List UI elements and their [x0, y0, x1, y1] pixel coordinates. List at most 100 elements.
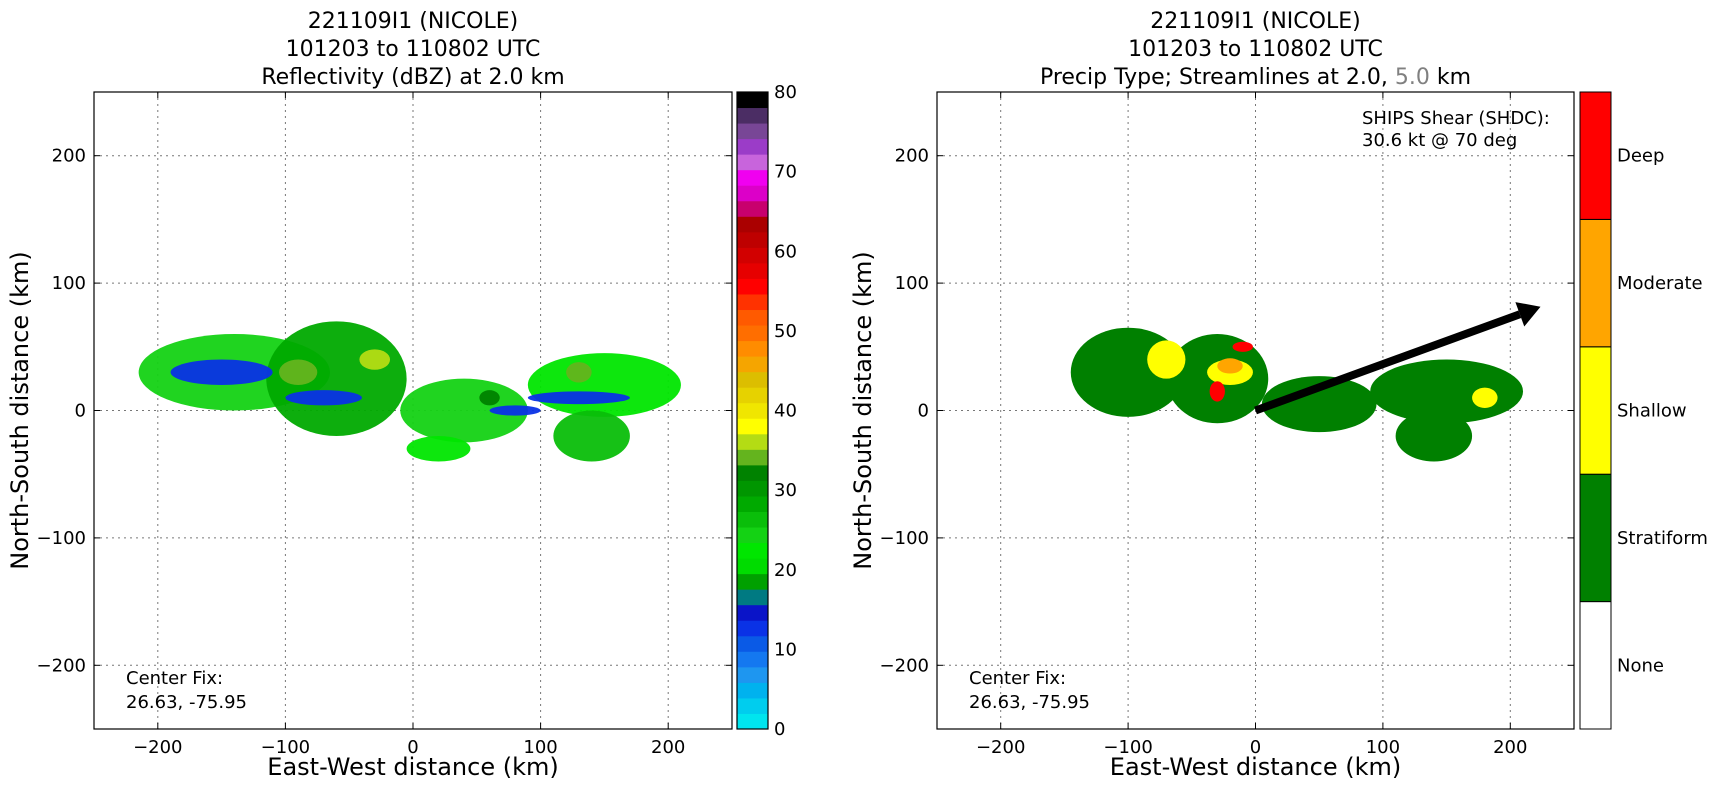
- precip-region: [1261, 376, 1377, 433]
- colorbar-tick-label: 0: [774, 719, 785, 740]
- chart-title-line: 101203 to 110802 UTC: [1128, 37, 1383, 62]
- x-tick-label: 200: [1493, 737, 1527, 758]
- colorbar-category-bin: [1579, 601, 1612, 730]
- title-part-grey: 5.0: [1395, 65, 1430, 90]
- center-fix-text: Center Fix:: [969, 668, 1066, 689]
- colorbar-tick-label: 30: [774, 480, 797, 501]
- colorbar-bin: [737, 185, 768, 202]
- echo-region: [479, 390, 500, 406]
- echo-region: [359, 349, 391, 370]
- colorbar-bin: [737, 620, 768, 637]
- colorbar-bin: [737, 635, 768, 652]
- colorbar-category-bin: [1579, 346, 1612, 475]
- x-tick-label: 0: [1250, 737, 1261, 758]
- colorbar-bin: [737, 697, 768, 714]
- reflectivity-panel: Reflectivity (dBZ) at 2.0 km 221109I1 (NI…: [6, 9, 797, 781]
- colorbar-tick-label: 20: [774, 560, 797, 581]
- chart-title-line: Reflectivity (dBZ) at 2.0 km: [261, 65, 564, 90]
- precip-region: [1395, 410, 1473, 462]
- colorbar-tick-label: 80: [774, 82, 797, 103]
- colorbar-bin: [737, 293, 768, 311]
- x-tick-label: −200: [133, 737, 182, 758]
- colorbar-bin: [737, 356, 768, 373]
- y-tick-label: −200: [37, 655, 86, 676]
- shear-vector-head: [1515, 302, 1541, 327]
- y-tick-label: −100: [880, 528, 929, 549]
- x-tick-label: −100: [261, 737, 310, 758]
- colorbar-bin: [737, 262, 768, 279]
- x-tick-label: 100: [523, 737, 557, 758]
- colorbar-bin: [737, 666, 768, 683]
- colorbar-bin: [737, 216, 768, 233]
- precip-region: [1147, 340, 1186, 379]
- colorbar-bin: [737, 387, 768, 404]
- colorbar-bin: [737, 123, 768, 140]
- colorbar-bin: [737, 154, 768, 171]
- colorbar-bin: [737, 169, 768, 186]
- colorbar-bin: [737, 464, 768, 481]
- colorbar-category-bin: [1579, 218, 1612, 348]
- colorbar-bin: [737, 542, 768, 559]
- x-tick-label: 0: [407, 737, 418, 758]
- colorbar-tick-label: 40: [774, 401, 797, 422]
- precip-type-colorbar: None Stratiform Shallow Moderate Deep: [1579, 91, 1708, 730]
- shear-vector-shaft: [1254, 310, 1522, 415]
- x-axis-label: East-West distance (km): [1110, 753, 1401, 781]
- colorbar-bin: [737, 340, 768, 357]
- colorbar-bin: [737, 511, 768, 528]
- colorbar-category-label: Deep: [1617, 146, 1664, 167]
- colorbar-bin: [737, 713, 768, 730]
- echo-region: [279, 359, 318, 386]
- colorbar-category-bin: [1579, 473, 1612, 603]
- shear-text: SHIPS Shear (SHDC):: [1362, 108, 1550, 129]
- x-tick-label: −100: [1103, 737, 1152, 758]
- y-axis-label: North-South distance (km): [849, 251, 877, 570]
- y-tick-label: −100: [37, 528, 86, 549]
- precip-region: [1209, 381, 1225, 402]
- reflectivity-colorbar: 0 10 20 30 40 50 60 70 80: [736, 82, 797, 740]
- y-tick-label: 100: [52, 273, 86, 294]
- shear-text: 30.6 kt @ 70 deg: [1362, 130, 1517, 151]
- echo-region: [285, 390, 362, 406]
- x-tick-label: −200: [976, 737, 1025, 758]
- colorbar-bin: [737, 309, 768, 326]
- y-tick-label: 200: [52, 146, 86, 167]
- colorbar-bin: [737, 402, 768, 419]
- colorbar-bin: [737, 107, 768, 124]
- precip-region: [1472, 387, 1498, 408]
- colorbar-tick-label: 70: [774, 162, 797, 183]
- colorbar-bin: [737, 480, 768, 497]
- colorbar-bin: [737, 604, 768, 621]
- colorbar-bin: [737, 495, 768, 512]
- colorbar-bin: [737, 573, 768, 590]
- colorbar-tick-label: 10: [774, 639, 797, 660]
- chart-title-line: 221109I1 (NICOLE): [1150, 9, 1360, 34]
- y-tick-label: 200: [895, 146, 929, 167]
- y-tick-label: −200: [880, 655, 929, 676]
- colorbar-bin: [737, 371, 768, 388]
- title-part: km: [1430, 65, 1471, 90]
- colorbar-bin: [737, 247, 768, 264]
- colorbar-category-label: None: [1617, 655, 1664, 676]
- colorbar-bin: [737, 651, 768, 668]
- colorbar-bin: [737, 558, 768, 575]
- x-tick-label: 200: [651, 737, 685, 758]
- precip-type-panel: Precip Type; Streamlines at 2.0, 5.0 km 2…: [849, 9, 1708, 781]
- precip-region: [1232, 341, 1253, 352]
- colorbar-bin: [737, 231, 768, 248]
- colorbar-category-label: Moderate: [1617, 273, 1703, 294]
- colorbar-bin: [737, 278, 768, 295]
- echo-region: [566, 362, 592, 383]
- echo-region: [406, 435, 471, 462]
- y-tick-label: 100: [895, 273, 929, 294]
- center-fix-text: Center Fix:: [126, 668, 223, 689]
- echo-region: [489, 405, 541, 416]
- precip-region: [1217, 358, 1243, 374]
- colorbar-tick-label: 50: [774, 321, 797, 342]
- y-tick-label: 0: [918, 401, 929, 422]
- plot-frame: [93, 91, 733, 730]
- echo-region: [527, 353, 681, 417]
- colorbar-bin: [737, 433, 768, 450]
- echo-region: [527, 391, 630, 405]
